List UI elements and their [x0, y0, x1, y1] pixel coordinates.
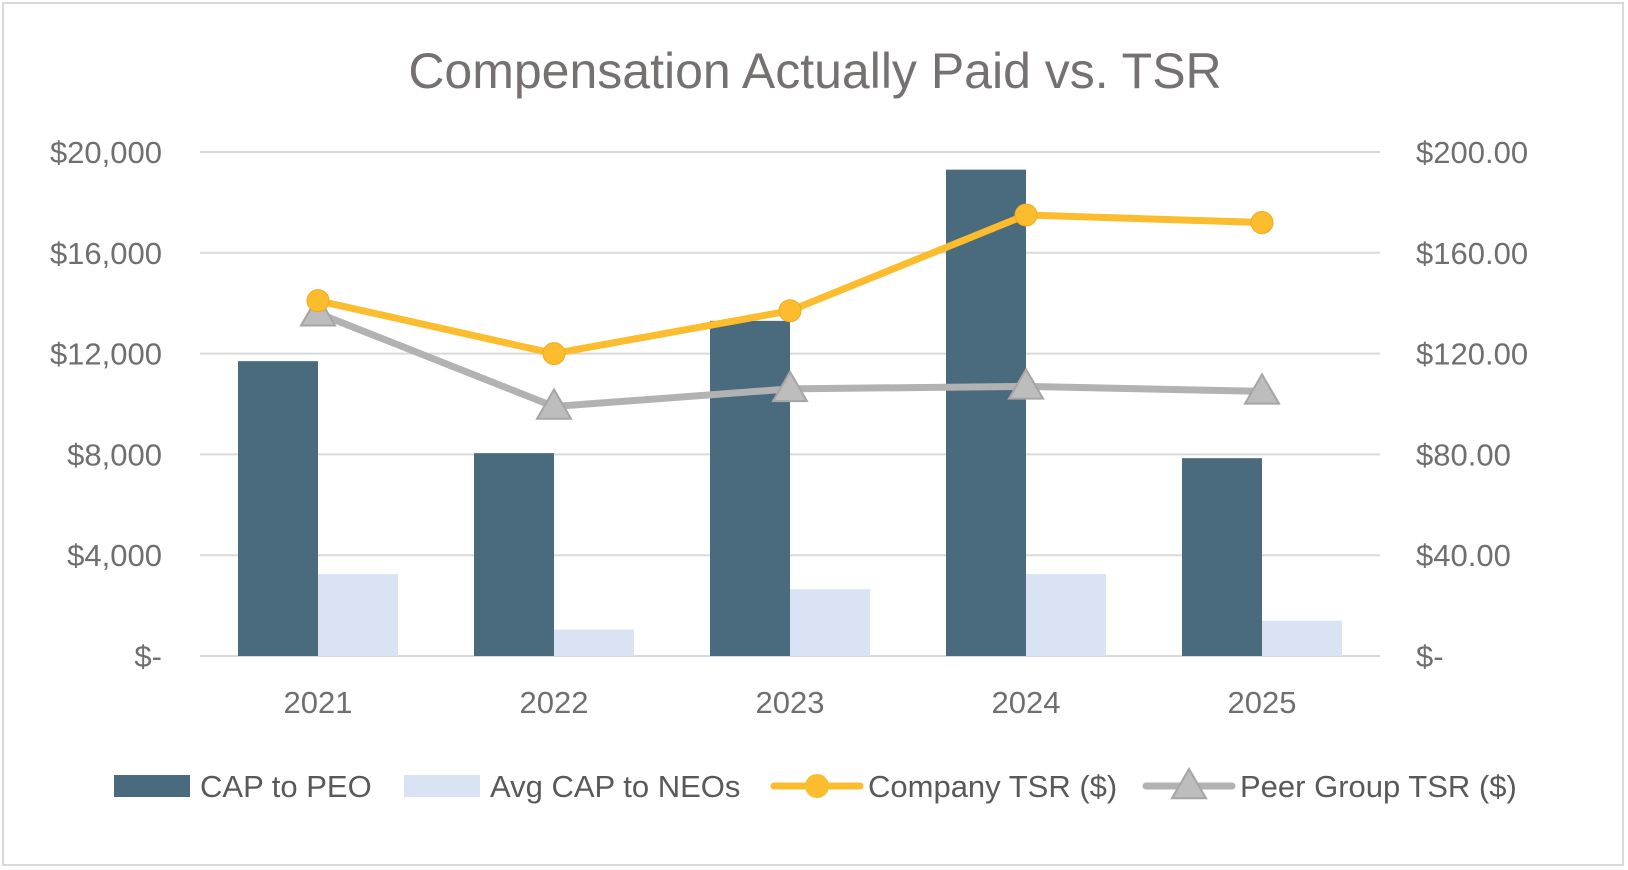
- legend: CAP to PEO Avg CAP to NEOs Company TSR ($)…: [114, 767, 1517, 804]
- legend-item: Avg CAP to NEOs: [404, 769, 740, 804]
- avg-cap-neo-bar: [318, 574, 398, 656]
- legend-item: Peer Group TSR ($): [1142, 767, 1517, 804]
- x-axis: 2021 2022 2023 2024 2025: [284, 685, 1297, 720]
- bar-series: [238, 169, 1342, 656]
- company-tsr-point: [778, 299, 802, 323]
- cap-peo-bar: [474, 453, 554, 656]
- x-tick-label: 2023: [756, 685, 825, 720]
- company-tsr-point: [1014, 203, 1038, 227]
- legend-label: CAP to PEO: [200, 769, 372, 804]
- chart-title: Compensation Actually Paid vs. TSR: [408, 43, 1221, 99]
- legend-label: Avg CAP to NEOs: [490, 769, 740, 804]
- x-tick-label: 2022: [520, 685, 589, 720]
- avg-cap-neo-bar: [1026, 574, 1106, 656]
- left-tick-label: $8,000: [67, 437, 162, 472]
- peer-tsr-point: [1243, 372, 1281, 405]
- peer-tsr-point: [771, 369, 809, 403]
- company-tsr-point: [542, 342, 566, 366]
- legend-marker: [1170, 767, 1208, 800]
- x-tick-label: 2021: [284, 685, 353, 720]
- right-tick-label: $120.00: [1416, 337, 1528, 372]
- cap-peo-bar: [1182, 458, 1262, 656]
- peer-tsr-point: [535, 387, 573, 420]
- left-tick-label: $16,000: [50, 236, 162, 271]
- legend-item: Company TSR ($): [770, 769, 1117, 804]
- avg-cap-neo-bar: [790, 589, 870, 656]
- left-y-axis: $- $4,000 $8,000 $12,000 $16,000 $20,000: [50, 135, 162, 674]
- avg-cap-neo-bar: [1262, 620, 1342, 656]
- peer-tsr-point: [1007, 367, 1045, 400]
- line-series: [299, 203, 1281, 420]
- legend-label: Peer Group TSR ($): [1240, 769, 1517, 804]
- x-tick-label: 2024: [992, 685, 1061, 720]
- x-tick-label: 2025: [1228, 685, 1297, 720]
- company-tsr-series: [306, 203, 1274, 366]
- peer-tsr-series: [299, 294, 1281, 420]
- left-tick-label: $12,000: [50, 337, 162, 372]
- left-tick-label: $-: [134, 639, 162, 674]
- avg-cap-neo-bar: [554, 629, 634, 656]
- left-tick-label: $4,000: [67, 538, 162, 573]
- bar-series-0: [238, 169, 1262, 656]
- company-tsr-point: [1250, 211, 1274, 235]
- left-tick-label: $20,000: [50, 135, 162, 170]
- legend-item: CAP to PEO: [114, 769, 372, 804]
- cap-peo-bar: [238, 361, 318, 656]
- cap-peo-bar: [946, 169, 1026, 656]
- legend-swatch: [404, 775, 480, 797]
- legend-marker: [805, 774, 829, 798]
- right-tick-label: $200.00: [1416, 135, 1528, 170]
- cap-peo-bar: [710, 320, 790, 656]
- right-tick-label: $80.00: [1416, 437, 1511, 472]
- right-tick-label: $160.00: [1416, 236, 1528, 271]
- right-y-axis: $- $40.00 $80.00 $120.00 $160.00 $200.00: [1416, 135, 1528, 674]
- chart: Compensation Actually Paid vs. TSR $- $4,…: [50, 43, 1528, 804]
- right-tick-label: $-: [1416, 639, 1444, 674]
- company-tsr-point: [306, 289, 330, 313]
- legend-label: Company TSR ($): [868, 769, 1117, 804]
- legend-swatch: [114, 775, 190, 797]
- bar-series-1: [318, 574, 1342, 656]
- right-tick-label: $40.00: [1416, 538, 1511, 573]
